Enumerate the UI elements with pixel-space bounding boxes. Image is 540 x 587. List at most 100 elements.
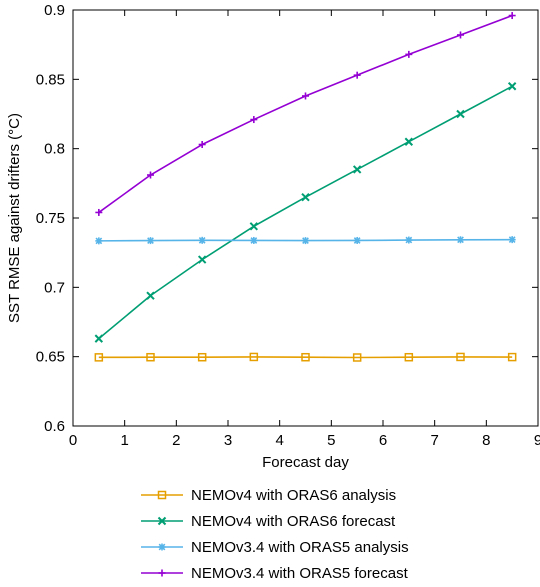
legend-label: NEMOv4 with ORAS6 analysis [191,487,396,504]
data-point [94,353,104,362]
y-tick-label: 0.8 [44,141,65,158]
data-point [456,109,465,119]
x-tick-label: 3 [224,432,232,449]
series-4 [95,12,516,216]
y-axis-label: SST RMSE against drifters (°C) [6,113,23,323]
x-tick-label: 1 [120,432,128,449]
data-point [301,192,310,202]
marker-stroke [508,236,516,243]
data-point [352,165,362,174]
y-tick-label: 0.65 [36,349,65,366]
data-point [249,352,259,362]
plot-frame [72,9,539,427]
marker-stroke [95,237,103,245]
marker-stroke [146,291,155,300]
data-point [508,12,516,20]
data-point [95,237,103,245]
data-point [249,222,259,231]
marker-stroke [198,236,206,244]
x-tick-label: 9 [534,432,540,449]
legend-item: NEMOv3.4 with ORAS5 forecast [141,565,409,582]
x-tick-label: 8 [482,432,490,449]
series-2 [94,82,517,343]
marker-stroke [94,334,104,343]
marker-stroke [158,543,166,551]
marker-stroke [250,237,258,244]
series-layer [94,12,517,362]
data-point [457,31,464,39]
data-point [302,92,309,100]
legend-item: NEMOv4 with ORAS6 analysis [141,487,396,504]
data-point [457,236,464,244]
data-point [197,255,207,264]
axis-ticks: 0 1 2 3 4 5 6 7 8 9 0.6 0.65 0.7 0.75 0.8 0.85 0.9 [36,2,540,449]
data-point [353,236,361,244]
data-point [353,71,361,79]
series-line [98,356,513,359]
legend-marker [157,490,167,500]
legend-item: NEMOv4 with ORAS6 forecast [141,513,396,530]
data-point [250,236,258,244]
marker-stroke [507,82,517,91]
y-tick-label: 0.9 [44,2,65,19]
marker-stroke [197,255,207,264]
series-line [98,14,513,214]
x-tick-label: 0 [69,432,77,449]
data-point [456,352,465,362]
data-point [146,291,155,300]
data-point [147,171,154,179]
x-tick-label: 7 [430,432,438,449]
plot-area [72,9,539,427]
legend-label: NEMOv3.4 with ORAS5 analysis [191,539,409,556]
marker-stroke [457,236,464,244]
marker-stroke [405,236,413,244]
x-tick-label: 4 [275,432,283,449]
marker-stroke [302,237,309,244]
data-point [147,237,154,245]
y-tick-label: 0.75 [36,210,65,227]
x-tick-label: 5 [327,432,335,449]
legend: NEMOv4 with ORAS6 analysis NEMOv4 with OR… [141,487,409,582]
data-point [250,116,258,124]
legend-label: NEMOv3.4 with ORAS5 forecast [191,565,409,582]
y-tick-label: 0.7 [44,279,65,296]
series-line [98,85,513,340]
data-point [301,352,310,362]
marker-stroke [157,516,167,526]
data-point [405,236,413,244]
marker-stroke [404,137,414,146]
y-tick-label: 0.6 [44,418,65,435]
legend-marker [157,516,167,526]
marker-stroke [249,222,259,231]
data-point [508,236,516,244]
legend-marker [158,543,166,551]
marker-stroke [301,192,310,202]
x-axis-label: Forecast day [262,454,349,471]
data-point [405,50,413,58]
data-point [198,141,206,149]
data-point [404,137,414,146]
data-point [352,353,362,362]
x-tick-label: 2 [172,432,180,449]
data-point [507,82,517,91]
y-tick-label: 0.85 [36,71,65,88]
series-1 [94,352,517,362]
legend-label: NEMOv4 with ORAS6 forecast [191,513,396,530]
data-point [302,237,309,245]
data-point [198,236,206,244]
legend-item: NEMOv3.4 with ORAS5 analysis [141,539,409,556]
marker-stroke [456,109,465,119]
data-point [94,334,104,343]
legend-marker [158,569,166,577]
data-point [507,352,517,362]
data-point [146,352,155,362]
marker-stroke [353,237,361,244]
marker-stroke [147,237,154,244]
x-tick-label: 6 [379,432,387,449]
marker-stroke [352,165,362,174]
data-point [95,208,103,216]
data-point [197,352,207,362]
series-3 [95,236,516,245]
